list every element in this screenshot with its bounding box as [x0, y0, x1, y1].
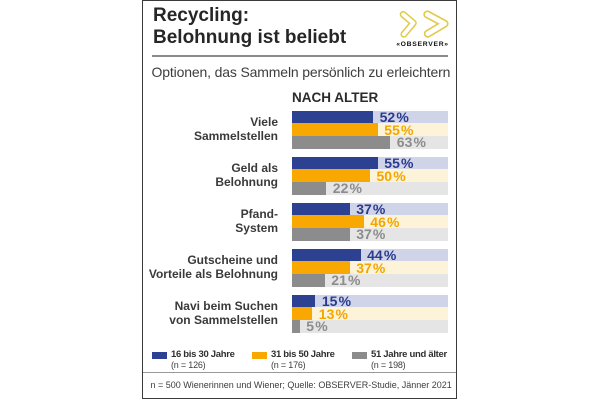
svg-text:«OBSERVER»: «OBSERVER»: [396, 41, 449, 48]
